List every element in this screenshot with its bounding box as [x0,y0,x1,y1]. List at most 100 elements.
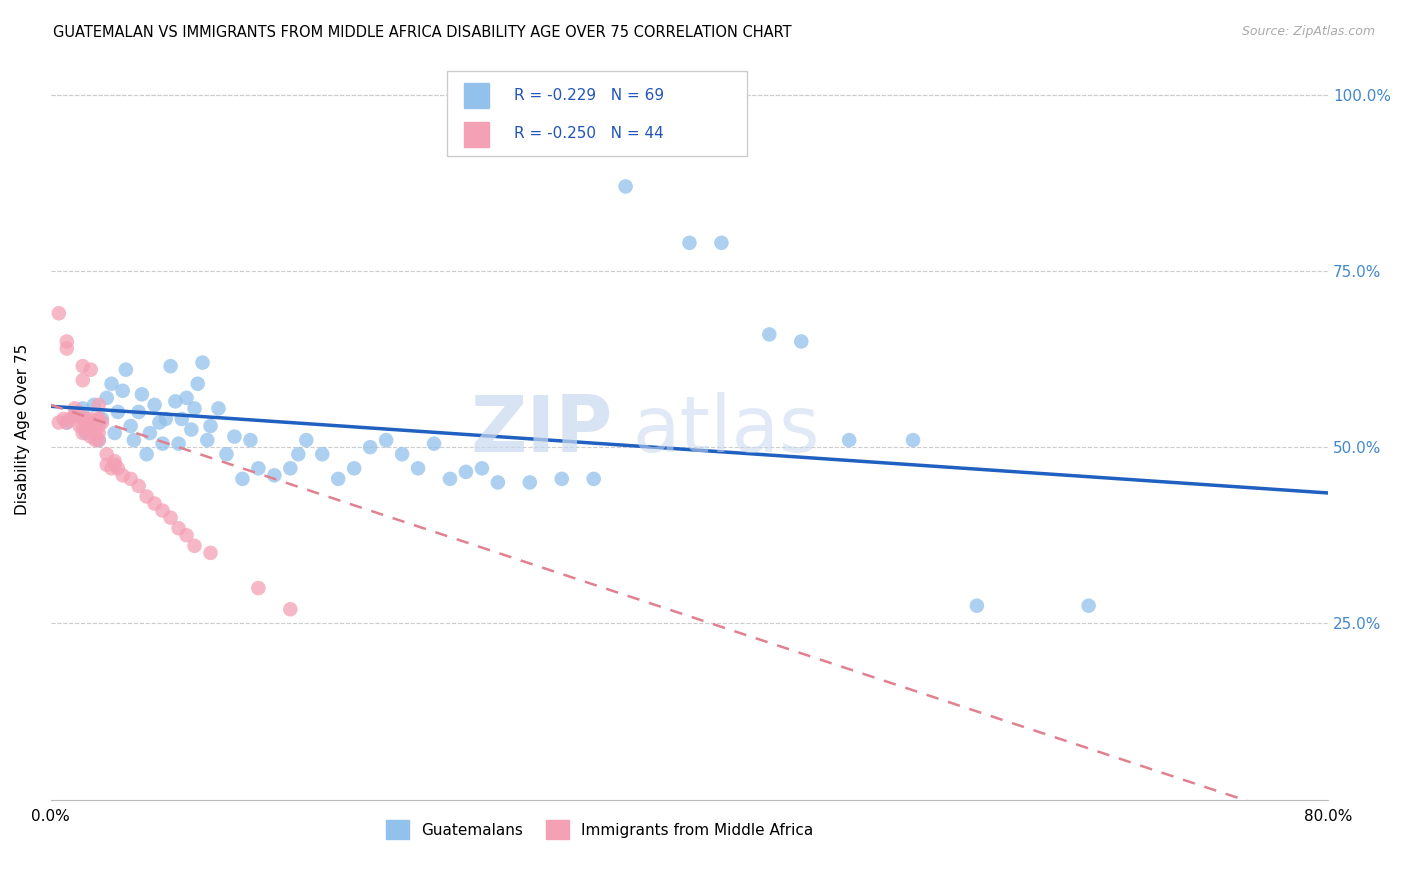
Point [139,426,162,441]
Point [551,472,574,486]
Point [582,472,605,486]
Point [183,401,205,416]
Point [75,416,97,430]
Legend: Guatemalans, Immigrants from Middle Africa: Guatemalans, Immigrants from Middle Afri… [380,814,820,845]
Point [155,412,177,426]
Point [128,405,150,419]
Point [59,412,82,426]
Point [56,416,79,430]
Point [63,401,86,416]
Point [111,468,134,483]
Point [152,503,174,517]
Point [247,461,270,475]
Point [96,458,118,472]
Point [87,426,110,441]
Point [191,356,214,370]
Point [84,416,107,430]
Point [80,419,103,434]
Text: GUATEMALAN VS IMMIGRANTS FROM MIDDLE AFRICA DISABILITY AGE OVER 75 CORRELATION C: GUATEMALAN VS IMMIGRANTS FROM MIDDLE AFR… [53,25,792,40]
Point [423,436,446,450]
Point [406,461,429,475]
Point [72,373,94,387]
Point [84,426,107,441]
Point [758,327,780,342]
Point [87,412,110,426]
Point [375,433,398,447]
Point [122,433,145,447]
Point [231,472,253,486]
Point [135,490,157,504]
Point [120,472,142,486]
Text: ZIP: ZIP [471,392,613,467]
Point [143,497,166,511]
Point [170,412,193,426]
Point [215,447,238,461]
Point [239,433,262,447]
Point [471,461,494,475]
Point [1077,599,1099,613]
Point [187,376,209,391]
Point [72,401,94,416]
Point [90,416,112,430]
Point [966,599,988,613]
Point [87,433,110,447]
Point [571,121,593,136]
Point [87,398,110,412]
Point [48,306,70,320]
Point [56,416,79,430]
Point [454,465,477,479]
Point [359,440,381,454]
Y-axis label: Disability Age Over 75: Disability Age Over 75 [15,344,30,516]
Point [614,179,637,194]
Point [176,391,198,405]
Point [200,419,222,434]
Point [391,447,413,461]
Point [224,429,246,443]
Point [159,359,181,373]
Point [56,334,79,349]
Point [439,472,461,486]
Point [143,398,166,412]
Point [120,419,142,434]
Point [80,419,103,434]
Point [104,458,127,472]
Point [83,398,105,412]
Point [72,426,94,441]
Text: R = -0.250   N = 44: R = -0.250 N = 44 [515,126,664,141]
Point [263,468,285,483]
Point [343,461,366,475]
Point [838,433,860,447]
Point [247,581,270,595]
Point [69,409,91,423]
Point [295,433,318,447]
Point [69,419,91,434]
Point [75,412,97,426]
Point [100,461,122,475]
Text: atlas: atlas [633,392,820,467]
Point [207,401,229,416]
Point [107,461,129,475]
FancyBboxPatch shape [447,70,747,156]
Point [180,423,202,437]
Point [328,472,350,486]
Point [56,342,79,356]
Point [311,447,333,461]
Point [167,521,190,535]
Point [183,539,205,553]
Point [128,479,150,493]
Point [96,391,118,405]
Point [135,447,157,461]
Point [80,429,103,443]
Point [111,384,134,398]
Point [486,475,509,490]
Point [104,454,127,468]
Point [87,412,110,426]
Point [165,394,187,409]
Point [52,412,75,426]
Point [72,359,94,373]
Point [80,423,103,437]
Text: Source: ZipAtlas.com: Source: ZipAtlas.com [1241,25,1375,38]
Point [571,158,593,172]
Point [195,433,218,447]
Point [96,447,118,461]
